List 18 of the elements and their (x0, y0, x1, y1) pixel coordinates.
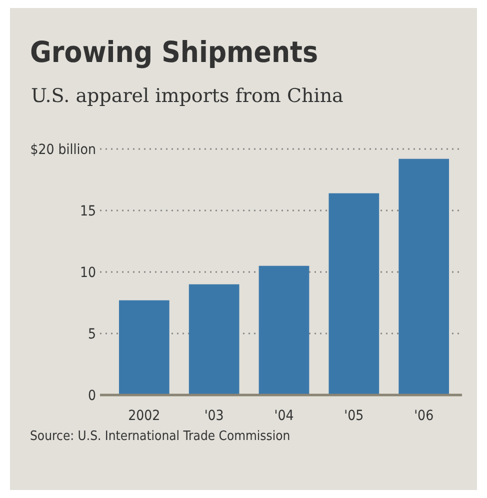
chart-subtitle: U.S. apparel imports from China (31, 85, 344, 107)
y-tick-label: $20 billion (30, 142, 96, 158)
chart-title: Growing Shipments (30, 35, 318, 69)
bar (328, 193, 380, 395)
x-tick-label: '06 (414, 408, 434, 424)
bar (398, 158, 450, 395)
source-note: Source: U.S. International Trade Commission (30, 429, 290, 444)
bar (188, 284, 240, 395)
bar (118, 300, 170, 395)
y-tick-label: 15 (80, 204, 96, 220)
x-tick-label: '03 (204, 408, 224, 424)
bar (258, 266, 310, 395)
y-tick-label: 0 (88, 388, 96, 404)
y-tick-label: 5 (88, 326, 96, 342)
x-tick-label: '05 (344, 408, 364, 424)
x-tick-label: '04 (274, 408, 294, 424)
x-tick-label: 2002 (128, 408, 160, 424)
y-tick-label: 10 (80, 265, 96, 281)
